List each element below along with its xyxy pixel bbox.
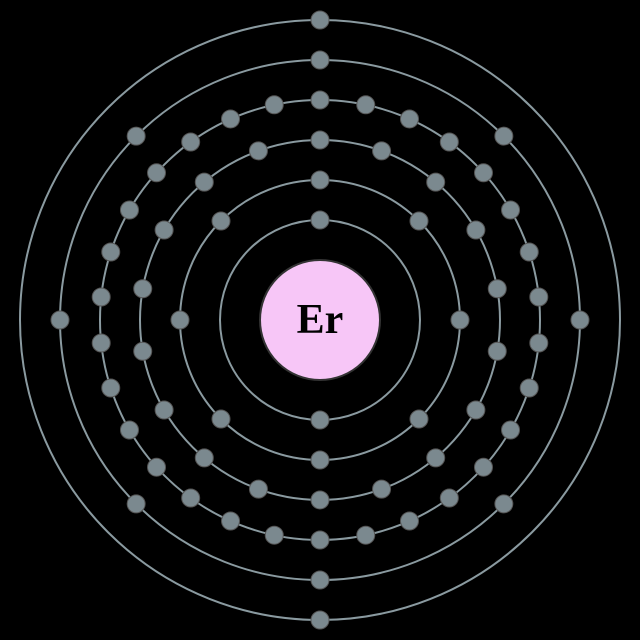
electron-shell-3: [134, 342, 152, 360]
electron-shell-4: [357, 526, 375, 544]
electron-shell-2: [212, 212, 230, 230]
electron-shell-4: [311, 91, 329, 109]
electron-shell-4: [502, 421, 520, 439]
electron-shell-4: [222, 110, 240, 128]
electron-shell-4: [265, 96, 283, 114]
electron-shell-4: [440, 489, 458, 507]
electron-shell-6: [311, 611, 329, 629]
electron-shell-3: [488, 342, 506, 360]
electron-shell-4: [265, 526, 283, 544]
electron-shell-4: [182, 133, 200, 151]
electron-shell-5: [495, 495, 513, 513]
electron-shell-4: [182, 489, 200, 507]
electron-shell-6: [311, 11, 329, 29]
electron-shell-3: [155, 221, 173, 239]
electron-shell-3: [373, 142, 391, 160]
electron-shell-5: [127, 127, 145, 145]
electron-shell-3: [427, 449, 445, 467]
electron-shell-2: [171, 311, 189, 329]
electron-shell-3: [467, 221, 485, 239]
electron-shell-4: [400, 110, 418, 128]
electron-shell-5: [311, 51, 329, 69]
electron-shell-3: [249, 142, 267, 160]
electron-shell-3: [467, 401, 485, 419]
electron-shell-4: [530, 288, 548, 306]
electron-shell-4: [400, 512, 418, 530]
electron-shell-3: [311, 131, 329, 149]
electron-shell-4: [520, 243, 538, 261]
electron-shell-5: [127, 495, 145, 513]
electron-shell-2: [410, 212, 428, 230]
electron-shell-4: [474, 458, 492, 476]
electron-shell-5: [51, 311, 69, 329]
electron-shell-4: [474, 164, 492, 182]
electron-shell-5: [571, 311, 589, 329]
electron-shell-4: [520, 379, 538, 397]
electron-shell-4: [502, 201, 520, 219]
electron-shell-2: [311, 171, 329, 189]
electron-shell-2: [451, 311, 469, 329]
electron-shell-4: [120, 421, 138, 439]
electron-shell-1: [311, 411, 329, 429]
electron-shell-3: [134, 280, 152, 298]
electron-shell-4: [102, 243, 120, 261]
electron-shell-4: [222, 512, 240, 530]
electron-shell-3: [195, 449, 213, 467]
electron-shell-4: [120, 201, 138, 219]
electron-shell-3: [155, 401, 173, 419]
electron-shell-4: [92, 334, 110, 352]
electron-shell-2: [212, 410, 230, 428]
electron-shell-4: [92, 288, 110, 306]
electron-shell-2: [410, 410, 428, 428]
element-symbol: Er: [297, 297, 344, 343]
electron-shell-1: [311, 211, 329, 229]
electron-shell-2: [311, 451, 329, 469]
electron-shell-diagram: Er: [0, 0, 640, 640]
electron-shell-3: [311, 491, 329, 509]
electron-shell-4: [148, 458, 166, 476]
electron-shell-3: [249, 480, 267, 498]
electron-shell-4: [440, 133, 458, 151]
electron-shell-4: [148, 164, 166, 182]
electron-shell-5: [495, 127, 513, 145]
electron-shell-4: [311, 531, 329, 549]
electron-shell-3: [373, 480, 391, 498]
electron-shell-3: [488, 280, 506, 298]
electron-shell-5: [311, 571, 329, 589]
electron-shell-4: [530, 334, 548, 352]
electron-shell-3: [195, 173, 213, 191]
electron-shell-4: [102, 379, 120, 397]
electron-shell-3: [427, 173, 445, 191]
electron-shell-4: [357, 96, 375, 114]
